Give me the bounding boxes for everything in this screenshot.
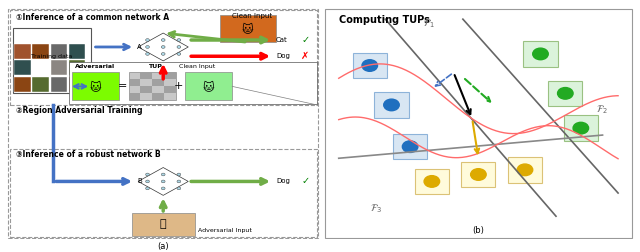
Text: 🐶: 🐶	[160, 219, 166, 229]
FancyBboxPatch shape	[129, 73, 176, 100]
Text: Training data: Training data	[31, 54, 72, 59]
Text: (a): (a)	[157, 242, 169, 251]
Circle shape	[146, 180, 149, 183]
Circle shape	[424, 176, 440, 187]
Text: $\mathcal{F}_3$: $\mathcal{F}_3$	[370, 203, 382, 215]
Circle shape	[532, 48, 548, 60]
Text: ③Inference of a robust network B: ③Inference of a robust network B	[16, 150, 161, 159]
Bar	[129, 93, 140, 100]
Bar	[51, 44, 67, 59]
FancyBboxPatch shape	[72, 73, 119, 100]
Bar	[51, 60, 67, 76]
Text: A: A	[138, 44, 142, 50]
Text: B: B	[138, 178, 142, 184]
Polygon shape	[138, 168, 188, 195]
Circle shape	[403, 141, 418, 152]
Text: ①Inference of a common network A: ①Inference of a common network A	[16, 13, 169, 22]
FancyBboxPatch shape	[69, 62, 317, 104]
FancyBboxPatch shape	[564, 115, 598, 141]
Bar	[51, 77, 67, 92]
Text: Computing TUPs: Computing TUPs	[339, 15, 429, 24]
Bar	[152, 79, 164, 86]
Text: Clean Input: Clean Input	[232, 13, 272, 19]
Bar	[152, 93, 164, 100]
Circle shape	[146, 52, 149, 55]
Circle shape	[177, 46, 180, 48]
Text: ②Region Adversarial Training: ②Region Adversarial Training	[16, 106, 142, 115]
Text: Adversarial: Adversarial	[76, 64, 115, 69]
Circle shape	[517, 164, 532, 176]
Text: ✓: ✓	[301, 176, 309, 186]
Text: +: +	[174, 81, 184, 91]
FancyBboxPatch shape	[353, 53, 387, 78]
FancyBboxPatch shape	[508, 157, 542, 183]
Bar	[33, 77, 49, 92]
Text: (b): (b)	[472, 226, 484, 235]
Text: Adversarial Input: Adversarial Input	[198, 228, 252, 233]
Text: Cat: Cat	[276, 37, 288, 43]
Bar	[33, 44, 49, 59]
Text: =: =	[118, 81, 127, 91]
FancyBboxPatch shape	[374, 92, 408, 118]
Bar	[69, 60, 85, 76]
Text: 🐱: 🐱	[90, 81, 102, 92]
Bar	[129, 79, 140, 86]
Circle shape	[161, 180, 165, 183]
Text: TUP: TUP	[148, 64, 161, 69]
Circle shape	[161, 187, 165, 190]
Circle shape	[161, 173, 165, 176]
Circle shape	[161, 39, 165, 41]
Circle shape	[146, 173, 149, 176]
FancyBboxPatch shape	[524, 41, 557, 67]
FancyBboxPatch shape	[461, 162, 495, 187]
FancyBboxPatch shape	[185, 73, 232, 100]
Text: Clean Input: Clean Input	[179, 64, 215, 69]
Circle shape	[557, 87, 573, 99]
Text: ✗: ✗	[301, 51, 309, 61]
Bar	[140, 73, 152, 79]
Text: $\mathcal{F}_2$: $\mathcal{F}_2$	[596, 103, 609, 116]
Circle shape	[177, 52, 180, 55]
Text: 🐱: 🐱	[242, 23, 253, 34]
Circle shape	[161, 52, 165, 55]
FancyBboxPatch shape	[393, 134, 427, 160]
Bar	[69, 44, 85, 59]
Bar	[14, 77, 31, 92]
Circle shape	[146, 46, 149, 48]
Circle shape	[384, 99, 399, 111]
Bar	[164, 73, 176, 79]
Circle shape	[146, 39, 149, 41]
Circle shape	[177, 180, 180, 183]
Text: Dog: Dog	[276, 53, 290, 59]
Circle shape	[177, 173, 180, 176]
Circle shape	[573, 122, 589, 134]
Text: Dog: Dog	[276, 178, 290, 184]
Bar	[140, 86, 152, 93]
Bar	[14, 44, 31, 59]
FancyBboxPatch shape	[548, 81, 582, 106]
Text: 🐱: 🐱	[203, 81, 214, 92]
Circle shape	[146, 187, 149, 190]
Text: $\mathcal{F}_1$: $\mathcal{F}_1$	[422, 17, 435, 30]
FancyBboxPatch shape	[415, 169, 449, 194]
Bar	[164, 86, 176, 93]
Bar	[33, 60, 49, 76]
Circle shape	[470, 169, 486, 180]
Circle shape	[161, 46, 165, 48]
Circle shape	[177, 39, 180, 41]
FancyBboxPatch shape	[13, 28, 91, 93]
FancyBboxPatch shape	[220, 15, 276, 42]
Circle shape	[362, 60, 378, 71]
Bar	[14, 60, 31, 76]
FancyBboxPatch shape	[132, 213, 195, 236]
Circle shape	[177, 187, 180, 190]
Text: ✓: ✓	[301, 35, 309, 45]
Polygon shape	[138, 33, 188, 61]
Bar	[69, 77, 85, 92]
